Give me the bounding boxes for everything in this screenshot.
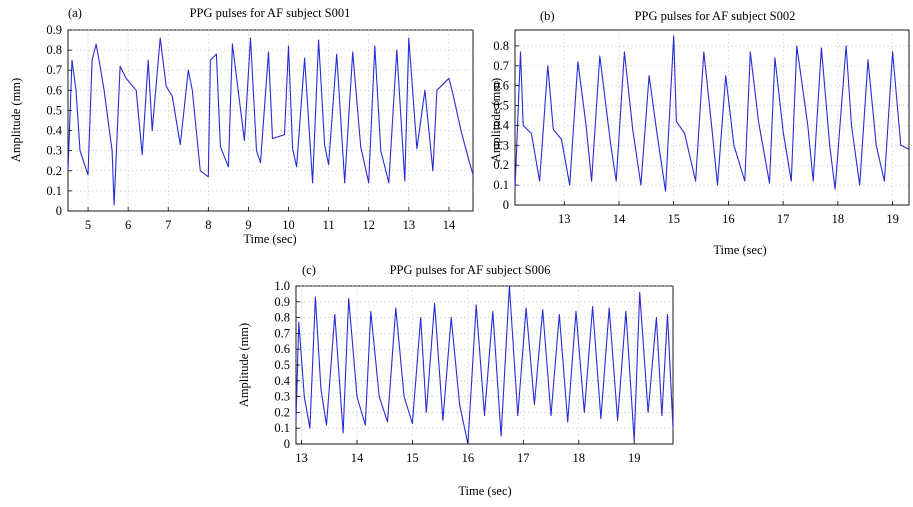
panel-c-y-tick-label: 0.3 [274, 390, 290, 404]
panel-a-y-tick-label: 0.2 [46, 164, 62, 178]
panel-c-y-tick-label: 0.4 [274, 374, 290, 388]
panel-b-y-axis-label: Amplitude (mm) [489, 78, 503, 162]
panel-c-x-tick-label: 15 [406, 451, 419, 465]
panel-c-y-tick-label: 0.8 [274, 311, 290, 325]
panel-c-x-tick-label: 14 [351, 451, 364, 465]
panel-a-title: PPG pulses for AF subject S001 [190, 6, 351, 20]
panel-c-label: (c) [302, 263, 316, 277]
panel-c-y-tick-label: 0 [284, 437, 290, 451]
panel-b-x-tick-label: 13 [558, 212, 571, 226]
panel-c-x-tick-label: 16 [462, 451, 475, 465]
panel-a-x-tick-label: 7 [165, 218, 171, 232]
panel-a-chart: (a) PPG pulses for AF subject S001 5 6 7 8 9… [9, 6, 474, 246]
panel-c-x-tick-label: 17 [517, 451, 530, 465]
panel-a-x-tick-label: 14 [443, 218, 456, 232]
panel-b-y-tick-label: 0.5 [493, 99, 509, 113]
panel-b-title: PPG pulses for AF subject S002 [635, 9, 796, 23]
panel-b-y-tick-label: 0.1 [493, 178, 509, 192]
panel-a-x-tick-label: 12 [362, 218, 375, 232]
panel-a-x-tick-label: 13 [403, 218, 416, 232]
panel-a-x-tick-label: 6 [125, 218, 131, 232]
panel-c-y-tick-label: 1.0 [274, 279, 290, 293]
panel-c-x-tick-label: 13 [295, 451, 308, 465]
panel-a-x-ticks: 5 6 7 8 9 10 11 12 13 14 [85, 207, 456, 232]
panel-c-y-tick-label: 0.1 [274, 421, 290, 435]
panel-c-chart: (c) PPG pulses for AF subject S006 13 14 1… [237, 263, 674, 498]
panel-a-x-tick-label: 11 [323, 218, 335, 232]
panel-a-x-tick-label: 9 [245, 218, 251, 232]
panel-c-y-tick-label: 0.5 [274, 358, 290, 372]
panel-c-x-tick-label: 18 [573, 451, 586, 465]
panel-a-x-axis-label: Time (sec) [243, 232, 296, 246]
panel-b-signal-line [514, 35, 910, 192]
panel-b-y-tick-label: 0.7 [493, 59, 509, 73]
panel-a-y-tick-label: 0.5 [46, 103, 62, 117]
panel-b-x-tick-label: 14 [613, 212, 626, 226]
panel-b-x-tick-label: 19 [886, 212, 899, 226]
panel-a-y-ticks: 0 0.1 0.2 0.3 0.4 0.5 0.6 0.7 0.8 0.9 [46, 23, 72, 218]
panel-b-x-axis-label: Time (sec) [713, 243, 766, 257]
panel-c-y-tick-label: 0.7 [274, 326, 290, 340]
panel-b-plot-frame [514, 29, 910, 206]
panel-a-plot-frame [67, 29, 474, 212]
panel-a-x-tick-label: 10 [282, 218, 295, 232]
panel-c-y-tick-label: 0.9 [274, 295, 290, 309]
panel-b-x-ticks: 13 14 15 16 17 18 19 [558, 201, 899, 226]
panel-b-x-tick-label: 16 [722, 212, 735, 226]
panel-b-chart: (b) PPG pulses for AF subject S002 13 14 1… [489, 9, 910, 257]
panel-a-y-tick-label: 0.9 [46, 23, 62, 37]
panel-b-y-tick-label: 0.2 [493, 158, 509, 172]
panel-b-label: (b) [540, 9, 555, 23]
panel-a-y-tick-label: 0.7 [46, 63, 62, 77]
panel-a-y-tick-label: 0 [56, 204, 62, 218]
panel-c-x-axis-label: Time (sec) [458, 484, 511, 498]
panel-b-x-tick-label: 15 [667, 212, 680, 226]
panel-b-x-tick-label: 18 [832, 212, 845, 226]
panel-a-y-tick-label: 0.1 [46, 184, 62, 198]
panel-c-x-tick-label: 19 [628, 451, 641, 465]
panel-b-y-tick-label: 0 [503, 198, 509, 212]
panel-a-y-tick-label: 0.3 [46, 144, 62, 158]
panel-c-y-ticks: 0 0.1 0.20.3 0.4 0.5 0.6 0.70.8 0.9 1.0 [274, 279, 300, 451]
panel-a-y-tick-label: 0.4 [46, 124, 62, 138]
panel-a-x-tick-label: 5 [85, 218, 91, 232]
panel-a-y-axis-label: Amplitude (mm) [9, 78, 23, 162]
panel-b-y-tick-label: 0.8 [493, 39, 509, 53]
panel-a-x-tick-label: 8 [205, 218, 211, 232]
panel-c-y-axis-label: Amplitude (mm) [237, 323, 251, 407]
panel-c-signal-line [295, 285, 674, 445]
panel-b-y-tick-label: 0.3 [493, 138, 509, 152]
panel-c-title: PPG pulses for AF subject S006 [390, 263, 551, 277]
panel-b-y-tick-label: 0.4 [493, 118, 509, 132]
panel-b-y-ticks: 0 0.1 0.2 0.3 0.4 0.5 0.6 0.7 0.8 [493, 39, 519, 212]
panel-b-x-tick-label: 17 [777, 212, 790, 226]
panel-a-signal-line [67, 37, 474, 206]
panel-b-y-tick-label: 0.6 [493, 79, 509, 93]
panel-c-y-tick-label: 0.6 [274, 342, 290, 356]
panel-c-y-tick-label: 0.2 [274, 405, 290, 419]
panel-c-x-ticks: 13 14 15 16 17 18 19 [295, 440, 640, 465]
panel-a-label: (a) [68, 6, 82, 20]
panel-a-y-tick-label: 0.6 [46, 83, 62, 97]
panel-a-y-tick-label: 0.8 [46, 43, 62, 57]
